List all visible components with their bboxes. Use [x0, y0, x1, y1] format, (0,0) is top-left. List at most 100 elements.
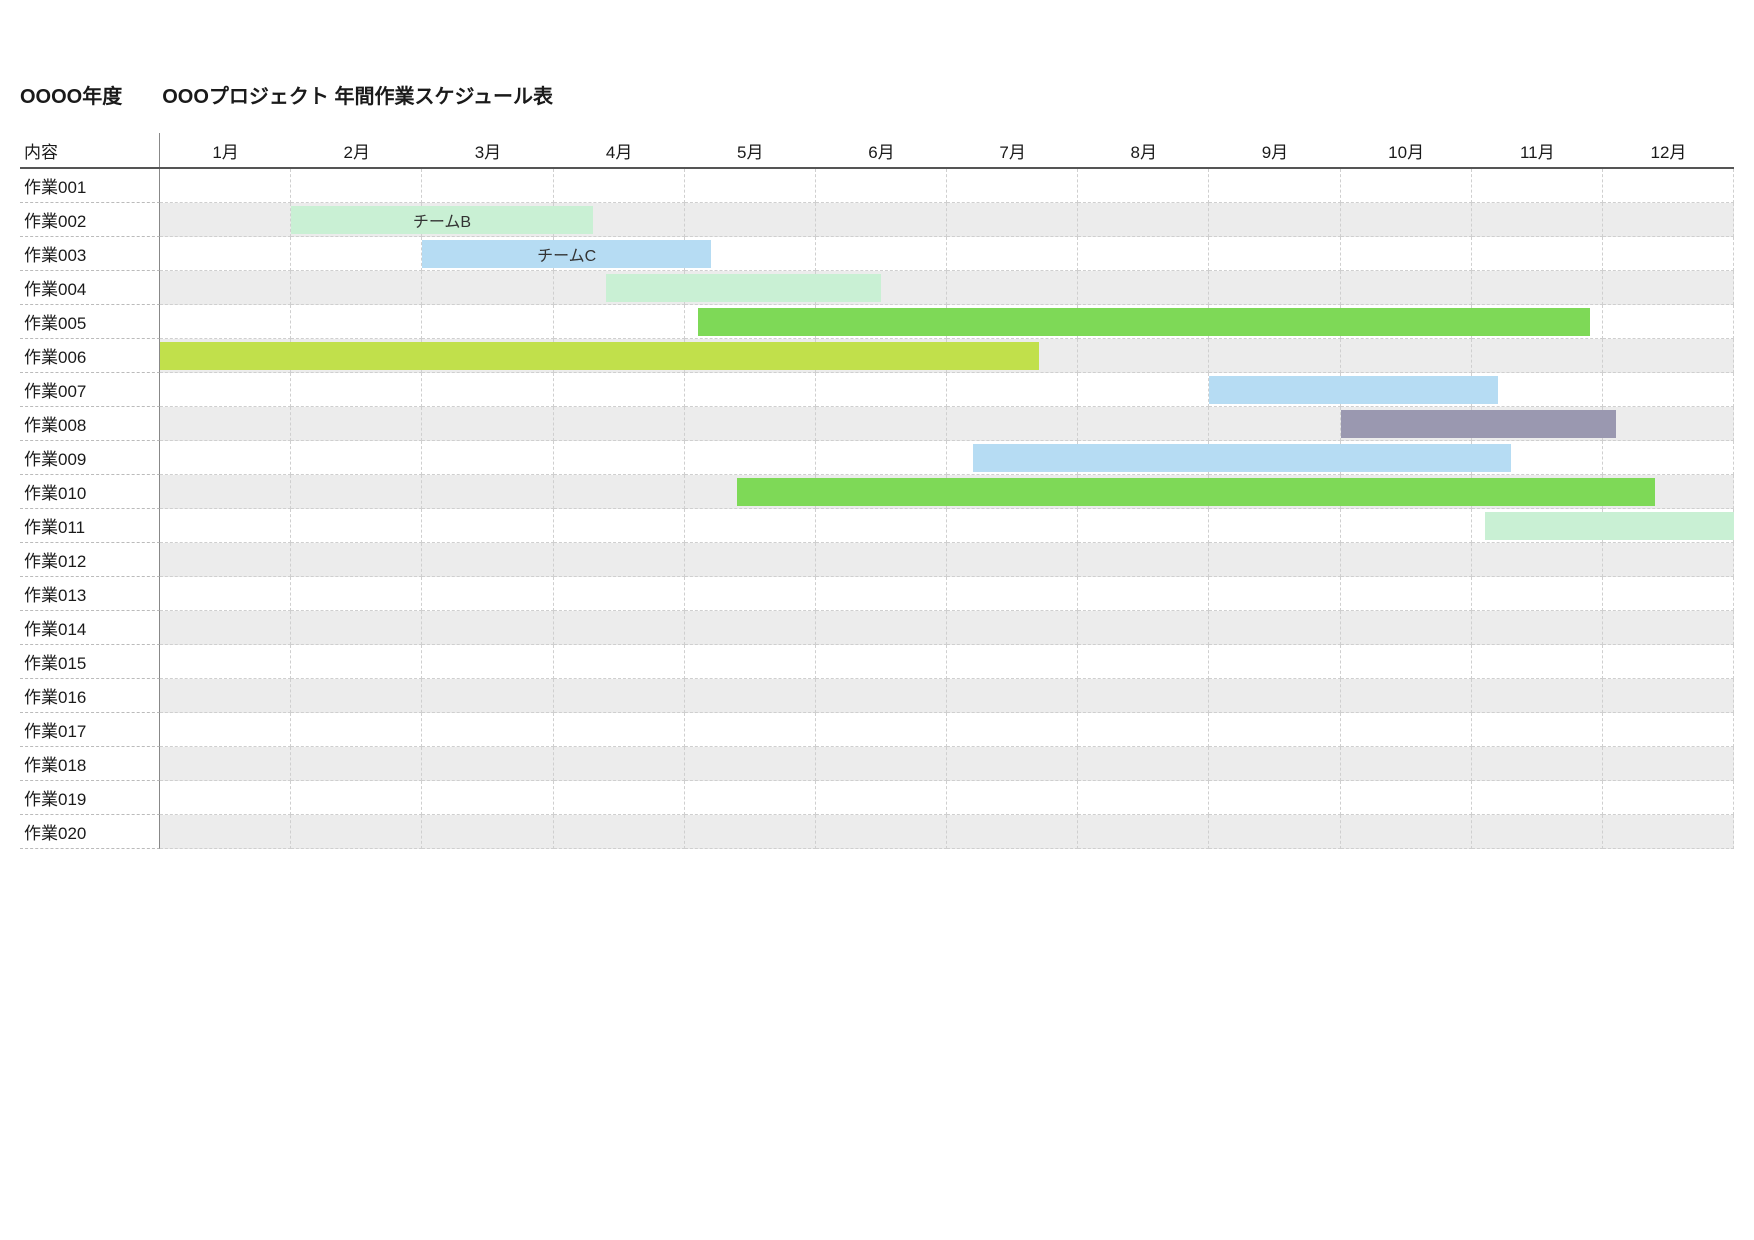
- task-row: 作業017: [20, 713, 1734, 747]
- grid-cell: [1472, 713, 1603, 747]
- grid-cell: [554, 305, 685, 339]
- grid-cell: [1209, 577, 1340, 611]
- grid-cell: [291, 781, 422, 815]
- grid-cell: [1341, 781, 1472, 815]
- task-label: 作業019: [20, 781, 160, 815]
- task-track: [160, 475, 1734, 509]
- grid-cell: [816, 407, 947, 441]
- grid-cell: [816, 441, 947, 475]
- grid-cell: [554, 781, 685, 815]
- grid-cell: [291, 611, 422, 645]
- gantt-bar: [606, 274, 881, 302]
- grid-cell: [1341, 169, 1472, 203]
- task-label: 作業009: [20, 441, 160, 475]
- grid-cell: [947, 781, 1078, 815]
- grid-cell: [160, 271, 291, 305]
- grid-cell: [947, 577, 1078, 611]
- month-header-9: 9月: [1209, 133, 1340, 167]
- grid-cell: [1472, 543, 1603, 577]
- label-col-header: 内容: [20, 133, 160, 167]
- month-header-8: 8月: [1078, 133, 1209, 167]
- gantt-bar: [1341, 410, 1616, 438]
- grid-cell: [1341, 339, 1472, 373]
- grid-cell: [1341, 611, 1472, 645]
- task-row: 作業011: [20, 509, 1734, 543]
- grid-cell: [1341, 203, 1472, 237]
- task-row: 作業001: [20, 169, 1734, 203]
- gantt-bar: [973, 444, 1511, 472]
- grid-cell: [160, 713, 291, 747]
- grid-cell: [291, 815, 422, 849]
- grid-cell: [1472, 577, 1603, 611]
- grid-cell: [947, 169, 1078, 203]
- grid-cell: [160, 237, 291, 271]
- gantt-bar: [737, 478, 1655, 506]
- grid-cell: [1341, 645, 1472, 679]
- grid-cell: [685, 407, 816, 441]
- grid-cell: [1078, 781, 1209, 815]
- grid-cell: [554, 373, 685, 407]
- grid-cell: [947, 645, 1078, 679]
- grid-cell: [1472, 815, 1603, 849]
- grid-cell: [160, 577, 291, 611]
- grid-cell: [1603, 781, 1734, 815]
- grid-cell: [685, 679, 816, 713]
- grid-cell: [422, 305, 553, 339]
- grid-cell: [291, 713, 422, 747]
- grid-cell: [1341, 747, 1472, 781]
- grid-cell: [291, 271, 422, 305]
- task-track: [160, 169, 1734, 203]
- grid-cell: [160, 815, 291, 849]
- task-label: 作業016: [20, 679, 160, 713]
- grid-cell: [1209, 407, 1340, 441]
- task-row: 作業019: [20, 781, 1734, 815]
- grid-cell: [816, 237, 947, 271]
- grid-cell: [1078, 237, 1209, 271]
- task-label: 作業001: [20, 169, 160, 203]
- grid-cell: [1472, 679, 1603, 713]
- grid-cell: [947, 203, 1078, 237]
- gantt-bar: [698, 308, 1590, 336]
- task-row: 作業006: [20, 339, 1734, 373]
- grid-cell: [291, 373, 422, 407]
- grid-cell: [1078, 645, 1209, 679]
- grid-cell: [685, 611, 816, 645]
- grid-cell: [291, 169, 422, 203]
- task-label: 作業006: [20, 339, 160, 373]
- title-right: OOOプロジェクト 年間作業スケジュール表: [162, 80, 553, 109]
- grid-cell: [1472, 339, 1603, 373]
- grid-cell: [160, 781, 291, 815]
- grid-cell: [1603, 611, 1734, 645]
- task-row: 作業015: [20, 645, 1734, 679]
- grid-cell: [816, 747, 947, 781]
- grid-cell: [685, 203, 816, 237]
- grid-cell: [816, 169, 947, 203]
- grid-cell: [422, 645, 553, 679]
- grid-cell: [160, 441, 291, 475]
- grid-cell: [1078, 373, 1209, 407]
- grid-cell: [291, 679, 422, 713]
- task-row: 作業002チームB: [20, 203, 1734, 237]
- task-track: [160, 407, 1734, 441]
- task-label: 作業010: [20, 475, 160, 509]
- month-header-3: 3月: [422, 133, 553, 167]
- task-track: [160, 815, 1734, 849]
- grid-cell: [554, 645, 685, 679]
- grid-cell: [1078, 339, 1209, 373]
- grid-cell: [554, 713, 685, 747]
- grid-cell: [291, 441, 422, 475]
- task-row: 作業016: [20, 679, 1734, 713]
- task-label: 作業015: [20, 645, 160, 679]
- gantt-header-row: 内容 1月2月3月4月5月6月7月8月9月10月11月12月: [20, 133, 1734, 169]
- grid-cell: [422, 781, 553, 815]
- task-row: 作業010: [20, 475, 1734, 509]
- task-label: 作業005: [20, 305, 160, 339]
- grid-cell: [554, 815, 685, 849]
- grid-cell: [947, 509, 1078, 543]
- grid-cell: [291, 475, 422, 509]
- grid-cell: [816, 781, 947, 815]
- grid-cell: [1472, 781, 1603, 815]
- grid-cell: [291, 543, 422, 577]
- grid-cell: [291, 509, 422, 543]
- grid-cell: [1603, 407, 1734, 441]
